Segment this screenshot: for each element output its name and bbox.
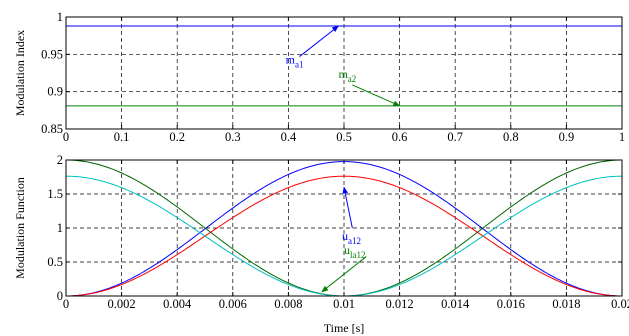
y-axis-label-bottom: Modulation Function — [13, 177, 27, 279]
x-tick-label: 0 — [63, 130, 69, 144]
x-tick-label: 0.01 — [333, 297, 355, 311]
chart-modulation-index: Modulation Index 0 0.1 0.2 0.3 0.4 0.5 0.6 0.7 0… — [13, 10, 625, 144]
x-tick-label: 0.006 — [219, 297, 247, 311]
x-tick-label: 0.014 — [441, 297, 470, 311]
x-tick-label: 0 — [63, 297, 69, 311]
annotation-arrow-ma1 — [299, 25, 339, 57]
x-tick-label: 0.012 — [386, 297, 414, 311]
x-tick-label: 0.3 — [225, 130, 241, 144]
chart-modulation-function: Modulation Function Time [s] 0 0.002 0.004… — [13, 153, 629, 335]
annotation-arrow-ua12 — [342, 186, 353, 229]
y-tick-label: 0 — [57, 289, 63, 303]
x-tick-label: 0.002 — [108, 297, 136, 311]
annotation-arrow-ula12 — [321, 256, 367, 293]
y-tick-label: 0.9 — [47, 85, 63, 99]
x-tick-label: 0.016 — [497, 297, 525, 311]
x-tick-label: 1 — [619, 130, 625, 144]
annotation-ma2: ma2 — [338, 67, 356, 84]
x-tick-label: 0.4 — [281, 130, 297, 144]
x-tick-label: 0.2 — [169, 130, 185, 144]
x-axis-label-bottom: Time [s] — [324, 321, 365, 335]
y-tick-label: 0.5 — [47, 255, 63, 269]
annotation-arrow-ma2 — [352, 84, 401, 107]
x-tick-label: 0.6 — [392, 130, 408, 144]
annotation-ma1: ma1 — [286, 52, 304, 69]
y-tick-label: 0.85 — [41, 122, 63, 136]
plot-frame — [65, 159, 623, 297]
y-axis-label-top: Modulation Index — [13, 30, 27, 116]
y-tick-label: 0.95 — [41, 47, 63, 61]
x-tick-label: 0.008 — [274, 297, 302, 311]
y-tick-label: 1 — [57, 10, 63, 24]
y-tick-label: 1.5 — [47, 187, 63, 201]
plot-frame — [65, 16, 623, 130]
x-tick-label: 0.5 — [336, 130, 352, 144]
x-tick-label: 0.1 — [114, 130, 130, 144]
x-tick-label: 0.018 — [552, 297, 580, 311]
x-tick-label: 0.7 — [447, 130, 463, 144]
x-tick-label: 0.02 — [611, 297, 629, 311]
series-line-ua2 — [65, 175, 623, 297]
annotation-ula12: ula12 — [344, 243, 366, 260]
y-tick-label: 2 — [57, 153, 63, 167]
series-line-ua1 — [65, 161, 623, 297]
y-tick-label: 1 — [57, 221, 63, 235]
x-tick-label: 0.8 — [503, 130, 519, 144]
x-tick-label: 0.004 — [163, 297, 192, 311]
annotation-ua12: ua12 — [342, 229, 361, 246]
x-tick-label: 0.9 — [559, 130, 575, 144]
